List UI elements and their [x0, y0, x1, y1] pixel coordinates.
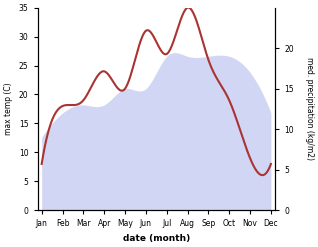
X-axis label: date (month): date (month) [123, 234, 190, 243]
Y-axis label: med. precipitation (kg/m2): med. precipitation (kg/m2) [305, 58, 314, 161]
Y-axis label: max temp (C): max temp (C) [4, 83, 13, 135]
